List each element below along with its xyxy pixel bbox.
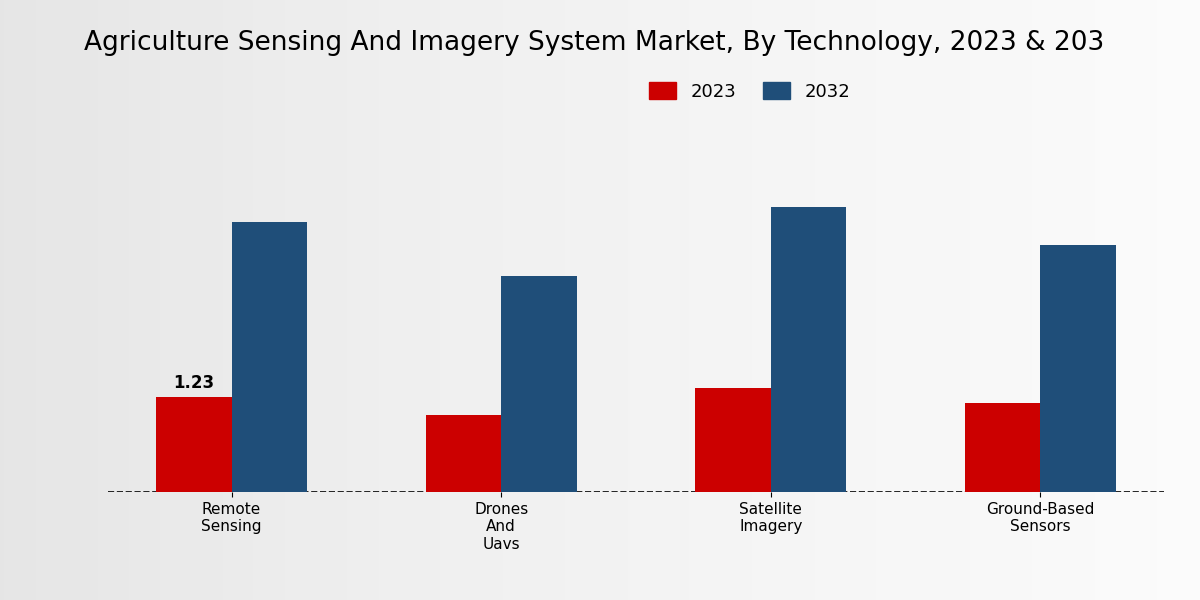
Text: 1.23: 1.23 <box>173 374 215 392</box>
Bar <box>502 276 577 492</box>
Bar <box>770 206 846 492</box>
Bar <box>426 415 502 492</box>
Bar <box>232 222 307 492</box>
Bar <box>1040 245 1116 492</box>
Legend: 2023, 2032: 2023, 2032 <box>640 73 859 110</box>
Bar <box>965 403 1040 492</box>
Bar <box>695 388 770 492</box>
Bar <box>156 397 232 492</box>
Text: Agriculture Sensing And Imagery System Market, By Technology, 2023 & 203: Agriculture Sensing And Imagery System M… <box>84 30 1104 56</box>
